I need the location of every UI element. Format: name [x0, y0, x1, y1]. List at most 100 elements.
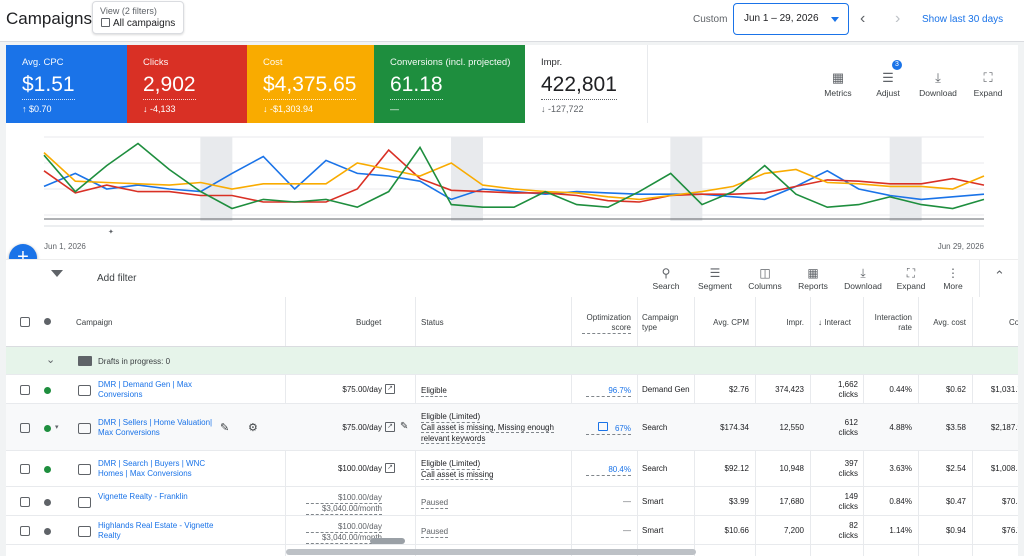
- table-row[interactable]: Vignette Realty - Franklin $100.00/day $3,…: [6, 487, 1018, 516]
- budget-value[interactable]: $100.00/day: [306, 521, 382, 533]
- horizontal-scrollbar[interactable]: [286, 549, 696, 555]
- drafts-row[interactable]: ⌄ Drafts in progress: 0: [6, 347, 1018, 375]
- status-value[interactable]: Eligible: [421, 386, 447, 397]
- header-impressions[interactable]: Impr.: [786, 318, 804, 327]
- campaign-name-link[interactable]: DMR | Demand Gen | Max Conversions: [98, 380, 192, 399]
- campaign-name-link[interactable]: Highlands Real Estate - Vignette Realty: [98, 521, 214, 540]
- header-avg-cost[interactable]: Avg. cost: [933, 318, 966, 327]
- scorecard-cost[interactable]: Cost $4,375.65 ↓ -$1,303.94: [247, 45, 374, 123]
- scroll-thumb[interactable]: [370, 538, 405, 544]
- metrics-button[interactable]: ▦ Metrics: [816, 70, 860, 98]
- scorecard-clicks[interactable]: Clicks 2,902 ↓ -4,133: [127, 45, 247, 123]
- campaign-name-link[interactable]: DMR | Search | Buyers | WNC Homes | Max …: [98, 459, 206, 478]
- interaction-rate: 1.14%: [889, 526, 912, 535]
- scorecard-impressions[interactable]: Impr. 422,801 ↓ -127,722: [525, 45, 647, 123]
- expand-button[interactable]: ⛶ Expand: [966, 70, 1010, 98]
- row-checkbox[interactable]: [20, 526, 30, 536]
- campaign-type: Demand Gen: [642, 385, 690, 394]
- scorecard-label: Avg. CPC: [22, 57, 64, 68]
- budget-monthly[interactable]: $3,040.00/month: [306, 503, 382, 515]
- cost: $70.5: [1001, 497, 1018, 506]
- adjust-button[interactable]: ☰ 3 Adjust: [866, 60, 910, 98]
- header-interactions[interactable]: ↓ Interact: [818, 318, 851, 327]
- avg-cpm: $92.12: [724, 464, 749, 473]
- campaign-type-icon: [78, 385, 91, 396]
- status-dot: [44, 499, 51, 506]
- row-checkbox[interactable]: [20, 423, 30, 433]
- budget-value[interactable]: $75.00/day: [342, 385, 382, 394]
- optimization-score[interactable]: 80.4%: [586, 464, 631, 476]
- toolbar-expand[interactable]: ⛶ Expand: [892, 266, 930, 291]
- campaign-icon: [101, 18, 110, 27]
- status-dropdown-icon[interactable]: ▾: [55, 424, 59, 431]
- status-dot: [44, 528, 51, 535]
- series-line-1: [43, 148, 985, 203]
- toolbar-more[interactable]: ⋮ More: [938, 266, 968, 291]
- toolbar-segment[interactable]: ☰ Segment: [694, 266, 736, 291]
- campaign-name-link[interactable]: DMR | Sellers | Home Valuation| Max Conv…: [98, 418, 213, 437]
- table-row[interactable]: DMR | Demand Gen | Max Conversions $75.00…: [6, 375, 1018, 404]
- budget-value[interactable]: $75.00/day: [342, 423, 382, 432]
- header-campaign-type[interactable]: Campaign type: [642, 313, 679, 332]
- campaign-type-icon: [78, 423, 91, 434]
- cost: $1,008.5: [990, 464, 1018, 473]
- toolbar-download[interactable]: ⤓ Download: [842, 266, 884, 291]
- show-last-30-days-link[interactable]: Show last 30 days: [922, 14, 1004, 25]
- scorecard-delta: ↓ -127,722: [541, 104, 584, 114]
- header-avg-cpm[interactable]: Avg. CPM: [713, 318, 749, 327]
- table-row[interactable]: DMR | Search | Buyers | WNC Homes | Max …: [6, 451, 1018, 487]
- row-checkbox[interactable]: [20, 385, 30, 395]
- select-all-checkbox[interactable]: [20, 317, 30, 327]
- toolbar-columns[interactable]: ◫ Columns: [746, 266, 784, 291]
- interaction-rate: 0.44%: [889, 385, 912, 394]
- chevron-right-icon[interactable]: ›: [895, 10, 901, 27]
- status-dot: [44, 387, 51, 394]
- chevron-down-icon[interactable]: ⌄: [46, 354, 56, 366]
- date-range-picker[interactable]: Jun 1 – 29, 2026: [733, 3, 849, 35]
- budget-value[interactable]: $100.00/day: [306, 492, 382, 504]
- row-checkbox[interactable]: [20, 464, 30, 474]
- row-checkbox[interactable]: [20, 497, 30, 507]
- budget-chart-icon[interactable]: ↗: [385, 463, 395, 473]
- view-filter-button[interactable]: View (2 filters) All campaigns: [92, 1, 184, 34]
- status-dot: [44, 466, 51, 473]
- status-value[interactable]: Eligible (Limited): [421, 459, 481, 470]
- status-value[interactable]: Eligible (Limited): [421, 412, 481, 423]
- toolbar-reports[interactable]: ▦ Reports: [794, 266, 832, 291]
- gear-icon[interactable]: ⚙: [248, 422, 258, 434]
- recommendation-icon[interactable]: [598, 422, 608, 431]
- toolbar-search[interactable]: ⚲ Search: [647, 266, 685, 291]
- avg-cost: $0.47: [945, 497, 966, 506]
- status-value[interactable]: Paused: [421, 498, 449, 509]
- table-row[interactable]: ▾ DMR | Sellers | Home Valuation| Max Con…: [6, 404, 1018, 451]
- header-optimization-score[interactable]: Optimization score: [582, 313, 631, 334]
- download-button[interactable]: ⤓ Download: [916, 70, 960, 98]
- edit-budget-icon[interactable]: ✎: [400, 421, 409, 432]
- filter-icon[interactable]: [51, 270, 63, 277]
- tune-icon: ☰: [882, 70, 894, 85]
- optimization-score[interactable]: 96.7%: [586, 385, 631, 397]
- scorecard-avg-cpc[interactable]: Avg. CPC $1.51 ↑ $0.70: [6, 45, 127, 123]
- adjust-badge: 3: [892, 60, 902, 70]
- line-chart-svg: Jun 1, 2026 Jun 29, 2026 ✦: [43, 136, 985, 251]
- header-budget[interactable]: Budget: [356, 318, 382, 327]
- impressions: 17,680: [779, 497, 804, 506]
- header-status[interactable]: Status: [421, 318, 444, 327]
- budget-value[interactable]: $100.00/day: [337, 464, 382, 473]
- status-value[interactable]: Paused: [421, 527, 449, 538]
- table-row[interactable]: Highlands Real Estate - Vignette Realty $…: [6, 516, 1018, 545]
- budget-monthly[interactable]: $3,040.00/month: [306, 532, 382, 544]
- edit-icon[interactable]: ✎: [220, 422, 230, 434]
- campaign-name-link[interactable]: Vignette Realty - Franklin: [98, 492, 188, 501]
- chevron-left-icon[interactable]: ‹: [860, 10, 866, 27]
- header-cost[interactable]: Cos: [1009, 318, 1018, 327]
- scorecard-conversions[interactable]: Conversions (incl. projected) 61.18 —: [374, 45, 525, 123]
- budget-chart-icon[interactable]: ↗: [385, 384, 395, 394]
- add-filter-button[interactable]: Add filter: [97, 273, 137, 284]
- budget-chart-icon[interactable]: ↗: [385, 422, 395, 432]
- collapse-icon[interactable]: ⌃: [994, 268, 1005, 283]
- optimization-score[interactable]: 67%: [586, 423, 631, 435]
- header-interaction-rate[interactable]: Interaction rate: [874, 313, 912, 332]
- header-campaign[interactable]: Campaign: [76, 318, 113, 327]
- expand-icon: ⛶: [906, 266, 916, 280]
